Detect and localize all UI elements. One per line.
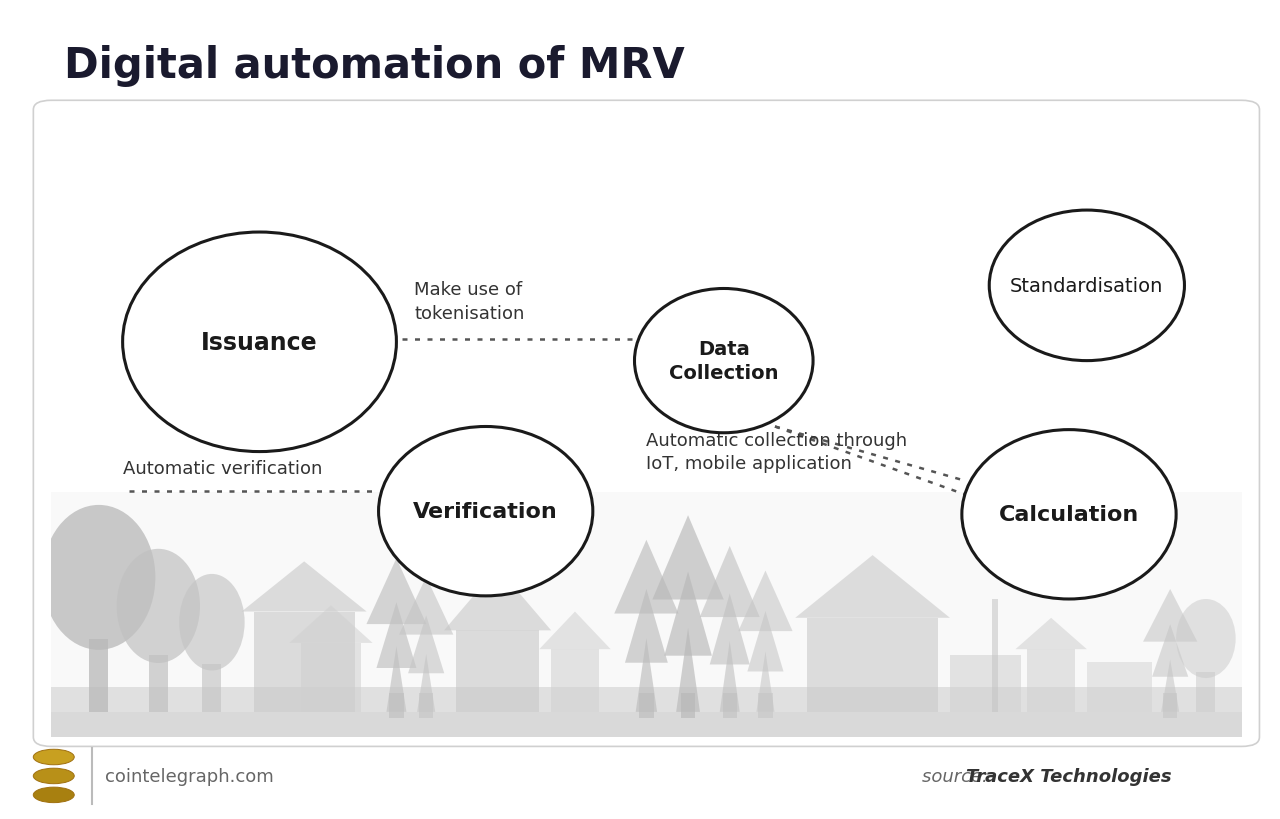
Bar: [639, 693, 654, 718]
Text: cointelegraph.com: cointelegraph.com: [105, 767, 274, 785]
Ellipse shape: [116, 550, 200, 663]
Polygon shape: [1152, 624, 1188, 677]
Polygon shape: [444, 568, 552, 631]
Text: TraceX Technologies: TraceX Technologies: [966, 767, 1172, 785]
Bar: [148, 655, 168, 712]
Polygon shape: [399, 577, 453, 635]
Bar: [992, 600, 997, 712]
Bar: [950, 656, 1021, 712]
Polygon shape: [614, 540, 678, 613]
Bar: [1028, 649, 1075, 712]
Polygon shape: [739, 571, 792, 631]
Text: Calculation: Calculation: [998, 505, 1139, 525]
Bar: [1197, 672, 1216, 712]
Bar: [808, 618, 938, 712]
Bar: [419, 693, 434, 718]
Ellipse shape: [123, 233, 397, 452]
Polygon shape: [748, 611, 783, 672]
Text: Verification: Verification: [413, 501, 558, 522]
Polygon shape: [387, 646, 407, 712]
Text: Issuance: Issuance: [201, 330, 317, 355]
Ellipse shape: [33, 768, 74, 784]
Text: Digital automation of MRV: Digital automation of MRV: [64, 44, 685, 87]
Polygon shape: [709, 594, 750, 665]
Text: Automatic collection through
IoT, mobile application: Automatic collection through IoT, mobile…: [646, 432, 908, 473]
Polygon shape: [795, 555, 950, 618]
Bar: [51, 493, 1242, 712]
Ellipse shape: [961, 430, 1176, 600]
Bar: [456, 631, 539, 712]
Polygon shape: [289, 605, 372, 643]
Text: Standardisation: Standardisation: [1010, 277, 1164, 296]
Bar: [90, 640, 109, 712]
Ellipse shape: [33, 787, 74, 803]
Bar: [758, 693, 773, 718]
Polygon shape: [417, 654, 435, 712]
Polygon shape: [376, 603, 416, 668]
Polygon shape: [653, 515, 723, 600]
Bar: [301, 643, 361, 712]
Polygon shape: [719, 641, 740, 712]
Bar: [202, 663, 221, 712]
Polygon shape: [1161, 659, 1179, 712]
Polygon shape: [756, 652, 774, 712]
Ellipse shape: [1176, 600, 1235, 678]
Ellipse shape: [635, 289, 813, 433]
Polygon shape: [408, 616, 444, 673]
Bar: [1164, 693, 1178, 718]
Polygon shape: [539, 612, 611, 649]
Text: Automatic verification: Automatic verification: [123, 459, 323, 477]
Bar: [253, 612, 355, 712]
Ellipse shape: [179, 574, 244, 671]
Ellipse shape: [379, 427, 593, 596]
Polygon shape: [1143, 589, 1197, 642]
Text: Make use of
tokenisation: Make use of tokenisation: [415, 281, 525, 323]
Polygon shape: [1015, 618, 1087, 649]
Bar: [1087, 662, 1152, 712]
Ellipse shape: [33, 749, 74, 765]
Bar: [681, 693, 695, 718]
Polygon shape: [636, 638, 657, 712]
Ellipse shape: [42, 505, 155, 650]
Polygon shape: [242, 562, 366, 612]
Polygon shape: [625, 589, 668, 663]
Bar: [552, 649, 599, 712]
Polygon shape: [664, 572, 712, 656]
Bar: [723, 693, 737, 718]
Text: source:: source:: [922, 767, 993, 785]
Bar: [389, 693, 403, 718]
Ellipse shape: [989, 210, 1184, 361]
Text: Data
Collection: Data Collection: [669, 340, 778, 382]
Polygon shape: [676, 628, 700, 712]
Bar: [51, 687, 1242, 737]
Polygon shape: [700, 546, 760, 618]
Polygon shape: [366, 559, 426, 624]
